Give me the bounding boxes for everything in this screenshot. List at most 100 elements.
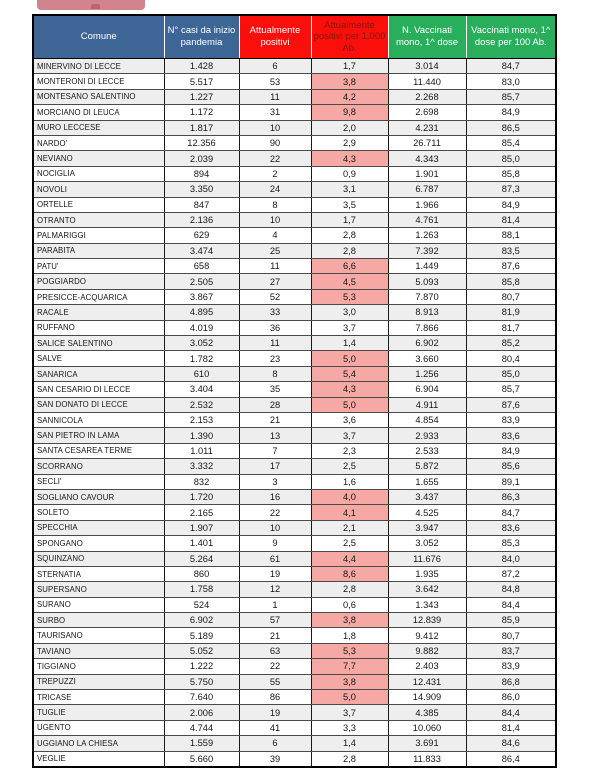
cell-attualmente-positivi: 10 (239, 212, 312, 229)
cell-comune: PALMARIGGI (33, 227, 165, 244)
cell-vaccinati-mono: 14.909 (388, 689, 467, 706)
cell-vaccinati-mono: 9.882 (388, 643, 467, 660)
cell-attualmente-positivi: 22 (239, 150, 312, 167)
cell-vaccinati-per-100: 83,7 (466, 643, 556, 660)
cell-casi-pandemia: 5.052 (164, 643, 240, 660)
cell-vaccinati-per-100: 84,7 (466, 504, 556, 521)
cell-attualmente-positivi: 10 (239, 520, 312, 537)
cell-casi-pandemia: 1.401 (164, 535, 240, 552)
cell-positivi-per-1000: 2,8 (311, 227, 389, 244)
cell-comune: SURBO (33, 612, 165, 629)
cell-positivi-per-1000: 4,2 (311, 89, 389, 106)
cell-vaccinati-mono: 5.093 (388, 273, 467, 290)
cell-vaccinati-mono: 3.437 (388, 489, 467, 506)
top-banner[interactable] (37, 0, 145, 10)
cell-casi-pandemia: 1.390 (164, 427, 240, 444)
cell-comune: SPONGANO (33, 535, 165, 552)
cell-attualmente-positivi: 25 (239, 243, 312, 260)
cell-vaccinati-per-100: 89,1 (466, 474, 556, 490)
cell-attualmente-positivi: 13 (239, 427, 312, 444)
table-row: SUPERSANO 1.758 12 2,8 3.642 84,8 (33, 581, 556, 598)
cell-comune: SUPERSANO (33, 581, 165, 598)
table-row: MONTERONI DI LECCE 5.517 53 3,8 11.440 83,0 (33, 73, 556, 90)
cell-attualmente-positivi: 24 (239, 181, 312, 198)
cell-vaccinati-per-100: 85,6 (466, 458, 556, 475)
cell-attualmente-positivi: 1 (239, 597, 312, 614)
cell-comune: TREPUZZI (33, 674, 165, 691)
cell-vaccinati-mono: 4.385 (388, 704, 467, 721)
table-row: MINERVINO DI LECCE 1.428 6 1,7 3.014 84,7 (33, 58, 556, 75)
cell-positivi-per-1000: 1,6 (311, 474, 389, 490)
cell-comune: SAN CESARIO DI LECCE (33, 381, 165, 398)
cell-casi-pandemia: 2.006 (164, 704, 240, 721)
table-row: SAN DONATO DI LECCE 2.532 28 5,0 4.911 87,6 (33, 397, 556, 413)
table-row: VEGLIE 5.660 39 2,8 11.833 86,4 (33, 751, 556, 768)
table-row: ORTELLE 847 8 3,5 1.966 84,9 (33, 197, 556, 213)
cell-casi-pandemia: 1.011 (164, 443, 240, 460)
cell-casi-pandemia: 2.153 (164, 412, 240, 429)
table-row: SANNICOLA 2.153 21 3,6 4.854 83,9 (33, 412, 556, 429)
cell-vaccinati-per-100: 85,7 (466, 89, 556, 106)
cell-casi-pandemia: 4.895 (164, 304, 240, 321)
covid-table: Comune N° casi da inizio pandemia Attual… (32, 14, 557, 768)
cell-vaccinati-mono: 26.711 (388, 135, 467, 152)
cell-comune: PATU' (33, 258, 165, 275)
cell-casi-pandemia: 1.720 (164, 489, 240, 506)
table-row: TAURISANO 5.189 21 1,8 9.412 80,7 (33, 627, 556, 644)
table-row: PARABITA 3.474 25 2,8 7.392 83,5 (33, 243, 556, 260)
cell-vaccinati-mono: 6.904 (388, 381, 467, 398)
cell-positivi-per-1000: 4,5 (311, 273, 389, 290)
cell-casi-pandemia: 832 (164, 474, 240, 490)
cell-attualmente-positivi: 35 (239, 381, 312, 398)
cell-positivi-per-1000: 2,3 (311, 443, 389, 460)
cell-comune: MORCIANO DI LEUCA (33, 104, 165, 121)
cell-vaccinati-mono: 3.014 (388, 58, 467, 75)
cell-positivi-per-1000: 2,9 (311, 135, 389, 152)
cell-vaccinati-mono: 6.787 (388, 181, 467, 198)
cell-comune: UGENTO (33, 720, 165, 737)
cell-comune: SANARICA (33, 366, 165, 383)
cell-vaccinati-mono: 4.854 (388, 412, 467, 429)
cell-casi-pandemia: 2.039 (164, 150, 240, 167)
cell-vaccinati-mono: 3.691 (388, 735, 467, 752)
cell-comune: SALICE SALENTINO (33, 335, 165, 352)
cell-attualmente-positivi: 41 (239, 720, 312, 737)
cell-vaccinati-per-100: 86,5 (466, 120, 556, 136)
cell-vaccinati-per-100: 87,2 (466, 566, 556, 583)
table-row: SAN CESARIO DI LECCE 3.404 35 4,3 6.904 85,7 (33, 381, 556, 398)
cell-casi-pandemia: 3.350 (164, 181, 240, 198)
cell-casi-pandemia: 7.640 (164, 689, 240, 706)
cell-vaccinati-per-100: 86,3 (466, 489, 556, 506)
table-row: SURBO 6.902 57 3,8 12.839 85,9 (33, 612, 556, 629)
cell-comune: SAN DONATO DI LECCE (33, 397, 165, 413)
cell-positivi-per-1000: 3,8 (311, 73, 389, 90)
cell-vaccinati-mono: 3.947 (388, 520, 467, 537)
cell-casi-pandemia: 12.356 (164, 135, 240, 152)
cell-positivi-per-1000: 2,8 (311, 581, 389, 598)
cell-vaccinati-mono: 3.052 (388, 535, 467, 552)
cell-vaccinati-mono: 2.268 (388, 89, 467, 106)
cell-casi-pandemia: 2.532 (164, 397, 240, 413)
cell-vaccinati-per-100: 84,6 (466, 735, 556, 752)
cell-comune: NOCIGLIA (33, 166, 165, 183)
cell-positivi-per-1000: 2,1 (311, 520, 389, 537)
table-row: TAVIANO 5.052 63 5,3 9.882 83,7 (33, 643, 556, 660)
table-row: PATU' 658 11 6,6 1.449 87,6 (33, 258, 556, 275)
cell-casi-pandemia: 3.867 (164, 289, 240, 306)
table-row: TUGLIE 2.006 19 3,7 4.385 84,4 (33, 704, 556, 721)
table-row: SANTA CESAREA TERME 1.011 7 2,3 2.533 84,9 (33, 443, 556, 460)
cell-attualmente-positivi: 90 (239, 135, 312, 152)
cell-positivi-per-1000: 4,0 (311, 489, 389, 506)
cell-vaccinati-per-100: 84,9 (466, 197, 556, 213)
cell-comune: SQUINZANO (33, 551, 165, 567)
table-row: STERNATIA 860 19 8,6 1.935 87,2 (33, 566, 556, 583)
cell-attualmente-positivi: 4 (239, 227, 312, 244)
table-row: PALMARIGGI 629 4 2,8 1.263 88,1 (33, 227, 556, 244)
cell-casi-pandemia: 2.165 (164, 504, 240, 521)
cell-comune: SCORRANO (33, 458, 165, 475)
cell-comune: MONTESANO SALENTINO (33, 89, 165, 106)
table-row: UGGIANO LA CHIESA 1.559 6 1,4 3.691 84,6 (33, 735, 556, 752)
cell-positivi-per-1000: 0,6 (311, 597, 389, 614)
cell-vaccinati-per-100: 83,9 (466, 412, 556, 429)
cell-vaccinati-per-100: 85,3 (466, 535, 556, 552)
